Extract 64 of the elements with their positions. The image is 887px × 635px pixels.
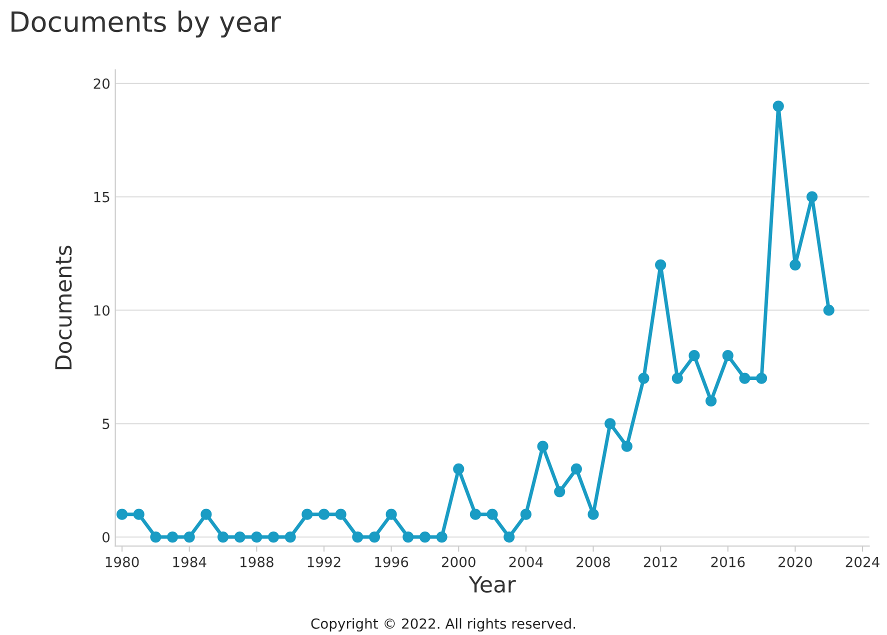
point: [706, 395, 717, 407]
y-axis-title: Documents: [55, 246, 72, 370]
chart-title: Documents by year: [12, 10, 281, 38]
point: [604, 418, 616, 430]
point: [386, 508, 397, 520]
x-tick-label: 2016: [711, 556, 745, 568]
point: [419, 531, 431, 543]
point: [470, 508, 482, 520]
point: [217, 531, 229, 543]
x-tick-label: 1984: [173, 556, 206, 568]
x-tick-label: 2024: [846, 556, 880, 568]
point: [368, 531, 380, 543]
x-tick-label: 2012: [644, 556, 677, 568]
point: [402, 531, 414, 543]
y-tick-label: 0: [102, 532, 110, 543]
x-axis-title: Year: [468, 576, 516, 593]
point: [436, 531, 448, 543]
point: [251, 531, 262, 543]
point: [570, 463, 582, 475]
point: [116, 508, 128, 520]
point: [200, 508, 212, 520]
point: [504, 531, 515, 543]
point: [790, 259, 801, 270]
point: [537, 440, 548, 452]
x-tick-label: 1996: [375, 556, 408, 568]
text: Copyright © 2022. All rights reserved.: [311, 618, 576, 632]
x-tick-label: 2004: [509, 556, 543, 568]
point: [268, 531, 280, 543]
point: [739, 372, 750, 384]
point: [318, 508, 330, 520]
point: [302, 508, 313, 520]
point: [722, 350, 734, 362]
point: [352, 531, 364, 543]
point: [638, 372, 650, 384]
point: [806, 191, 818, 202]
x-tick-label: 2008: [576, 556, 610, 568]
point: [520, 508, 532, 520]
x-tick-label: 1988: [240, 556, 274, 568]
point: [823, 304, 834, 316]
y-tick-label: 10: [94, 305, 110, 316]
point: [672, 372, 683, 384]
point: [772, 100, 784, 112]
y-tick-label: 5: [102, 418, 110, 430]
y-tick-label: 20: [94, 78, 110, 89]
point: [756, 372, 768, 384]
point: [588, 508, 599, 520]
point: [655, 259, 666, 270]
point: [554, 486, 566, 498]
point: [486, 508, 498, 520]
point: [234, 531, 246, 543]
x-tick-label: 1992: [308, 556, 340, 568]
point: [133, 508, 144, 520]
point: [621, 440, 632, 452]
point: [166, 531, 178, 543]
point: [150, 531, 162, 543]
x-tick-label: 2000: [442, 556, 476, 568]
x-tick-label: 1980: [106, 556, 139, 568]
point: [453, 463, 464, 475]
point: [335, 508, 346, 520]
point: [688, 350, 700, 362]
point: [284, 531, 296, 543]
y-tick-label: 15: [94, 192, 110, 202]
point: [184, 531, 195, 543]
x-tick-label: 2020: [778, 556, 812, 568]
